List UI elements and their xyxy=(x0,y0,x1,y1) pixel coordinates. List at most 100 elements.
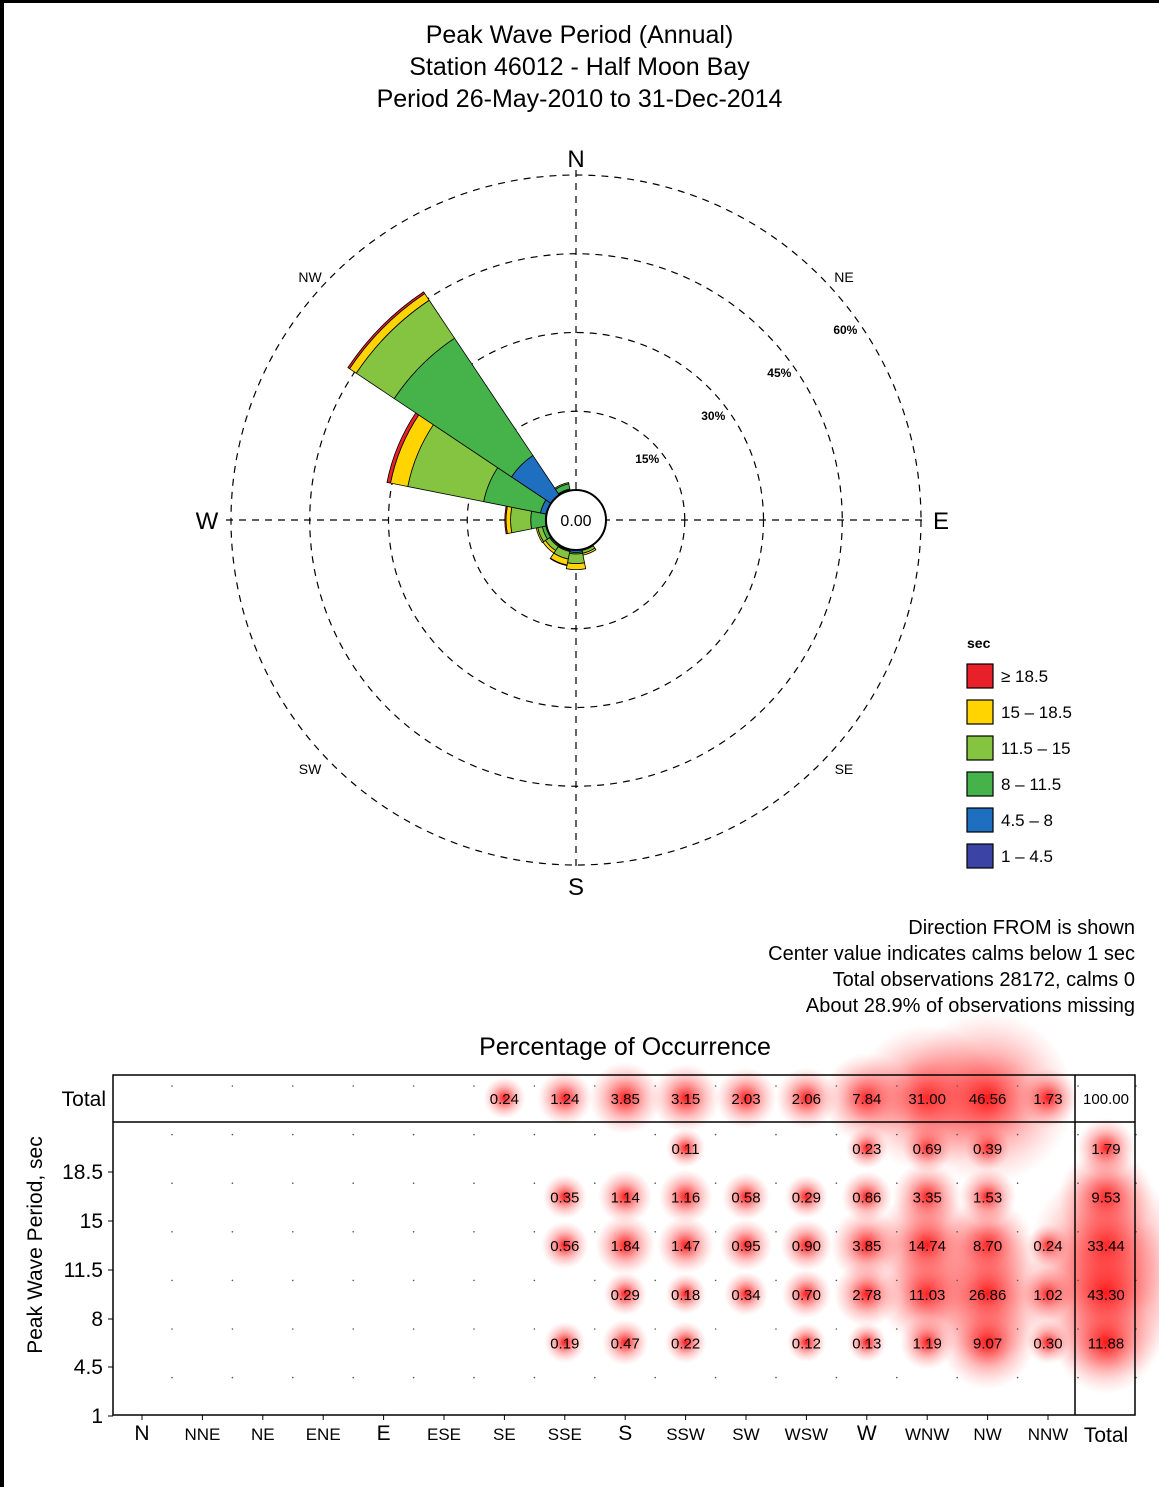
x-label-w: W xyxy=(857,1422,877,1445)
note-calms: Center value indicates calms below 1 sec xyxy=(768,943,1135,965)
heat-2-8 xyxy=(595,1215,656,1276)
dot-5-6 xyxy=(473,1376,475,1379)
dot-4-1 xyxy=(412,1133,415,1136)
legend-swatch-4.5-8 xyxy=(966,807,994,833)
dot-2-1 xyxy=(292,1133,294,1136)
x-label-sw: SW xyxy=(732,1425,759,1444)
heat-2-11 xyxy=(780,1219,833,1271)
cell-15-18.5-ssw: 1.16 xyxy=(671,1190,700,1207)
legend-label-15-18.5: 15 – 18.5 xyxy=(1001,703,1072,722)
dot-10-5 xyxy=(775,1328,777,1330)
total-row-cell-7: 1.24 xyxy=(550,1091,579,1108)
dot-4-3 xyxy=(412,1231,415,1233)
cell-4.5-8-ssw: 0.22 xyxy=(671,1335,700,1352)
cell-4.5-8-wsw: 0.12 xyxy=(792,1335,821,1352)
ring-label-45: 45% xyxy=(767,366,791,380)
dot-3-0 xyxy=(352,1085,355,1087)
dot-2-2 xyxy=(292,1182,294,1184)
total-row-cell-11: 2.06 xyxy=(792,1091,821,1108)
dot-7-1 xyxy=(594,1133,596,1136)
dot-11-1 xyxy=(835,1133,838,1136)
total-row-cell-8: 3.85 xyxy=(611,1091,640,1108)
heat-4-11 xyxy=(786,1322,826,1362)
dot-7-4 xyxy=(594,1279,596,1282)
dot-12-3 xyxy=(896,1231,898,1233)
heat-1-7 xyxy=(542,1174,587,1219)
x-label-nw: NW xyxy=(973,1425,1001,1444)
compass-n: N xyxy=(567,146,584,173)
cell-4.5-8-s: 0.47 xyxy=(611,1335,640,1352)
compass-sw: SW xyxy=(299,761,322,777)
dot-15-2 xyxy=(1077,1182,1079,1184)
note-direction: Direction FROM is shown xyxy=(908,917,1135,939)
x-label-wsw: WSW xyxy=(785,1425,828,1444)
heat-total-15 xyxy=(1018,1068,1078,1128)
dot-5-5 xyxy=(473,1328,475,1330)
dot-13-6 xyxy=(956,1376,958,1379)
y-tick-label-4.5: 4.5 xyxy=(74,1356,103,1379)
cell-11.5-15-sw: 0.95 xyxy=(731,1238,760,1255)
dot-0-1 xyxy=(171,1133,173,1136)
x-label-nnw: NNW xyxy=(1028,1425,1069,1444)
dot-8-6 xyxy=(654,1376,656,1379)
dot-15-0 xyxy=(1077,1085,1079,1087)
cell-15-18.5-nw: 1.53 xyxy=(973,1190,1002,1207)
dot-7-5 xyxy=(594,1328,596,1330)
dot-4-5 xyxy=(412,1328,415,1330)
dot-2-3 xyxy=(292,1231,294,1233)
dot-11-6 xyxy=(835,1376,838,1379)
dot-0-3 xyxy=(171,1231,173,1233)
dot-6-1 xyxy=(533,1133,536,1136)
note-observations: Total observations 28172, calms 0 xyxy=(832,969,1135,991)
cell-11.5-15-sse: 0.56 xyxy=(550,1238,579,1255)
cell-11.5-15-s: 1.84 xyxy=(611,1238,640,1255)
y-tick-label-11.5: 11.5 xyxy=(64,1259,103,1282)
x-label-n: N xyxy=(134,1422,149,1445)
heat-3-8 xyxy=(603,1272,647,1316)
cell-4.5-8-nnw: 0.30 xyxy=(1033,1335,1062,1352)
sector-nw-18.5 xyxy=(347,291,426,370)
dot-1-3 xyxy=(231,1231,234,1233)
dot-11-3 xyxy=(835,1231,838,1233)
dot-14-6 xyxy=(1016,1376,1019,1379)
heat-4-7 xyxy=(544,1321,586,1363)
dot-2-4 xyxy=(292,1279,294,1282)
y-axis-title: Peak Wave Period, sec xyxy=(24,1136,47,1354)
dot-13-2 xyxy=(956,1182,958,1184)
cell-11.5-15-ssw: 1.47 xyxy=(671,1238,700,1255)
y-tick-label-8: 8 xyxy=(91,1308,103,1331)
cell-8-11.5-sw: 0.34 xyxy=(731,1287,760,1304)
x-label-e: E xyxy=(377,1422,391,1445)
row-total-4.5-8: 11.88 xyxy=(1088,1335,1124,1352)
x-label-se: SE xyxy=(493,1425,516,1444)
heat-total-11 xyxy=(775,1067,838,1129)
row-total-8-11.5: 43.30 xyxy=(1087,1287,1125,1304)
total-row-cell-9: 3.15 xyxy=(671,1091,700,1108)
x-label-ne: NE xyxy=(251,1425,275,1444)
dot-9-5 xyxy=(714,1328,717,1330)
dot-0-6 xyxy=(171,1376,173,1379)
heat-total-8 xyxy=(588,1061,662,1135)
grid-dots xyxy=(171,1085,1137,1379)
dot-6-0 xyxy=(533,1085,536,1087)
dot-12-6 xyxy=(896,1376,898,1379)
dot-8-0 xyxy=(654,1085,656,1087)
dot-5-1 xyxy=(473,1133,475,1136)
ring-label-15: 15% xyxy=(635,452,659,466)
compass-w: W xyxy=(196,508,219,535)
x-label-ene: ENE xyxy=(306,1425,341,1444)
cell-8-11.5-ssw: 0.18 xyxy=(671,1287,700,1304)
legend-swatch-11.5-15 xyxy=(966,735,994,761)
legend-label-11.5-15: 11.5 – 15 xyxy=(1001,739,1071,758)
dot-0-5 xyxy=(171,1328,173,1330)
dot-6-6 xyxy=(533,1376,536,1379)
dot-3-4 xyxy=(352,1279,355,1282)
heat-3-9 xyxy=(665,1273,706,1315)
heat-2-7 xyxy=(541,1221,589,1269)
dot-9-0 xyxy=(714,1085,717,1087)
cell-15-18.5-wnw: 3.35 xyxy=(913,1190,942,1207)
heat-4-14 xyxy=(940,1295,1035,1390)
dot-3-1 xyxy=(352,1133,355,1136)
dot-6-2 xyxy=(533,1182,536,1184)
